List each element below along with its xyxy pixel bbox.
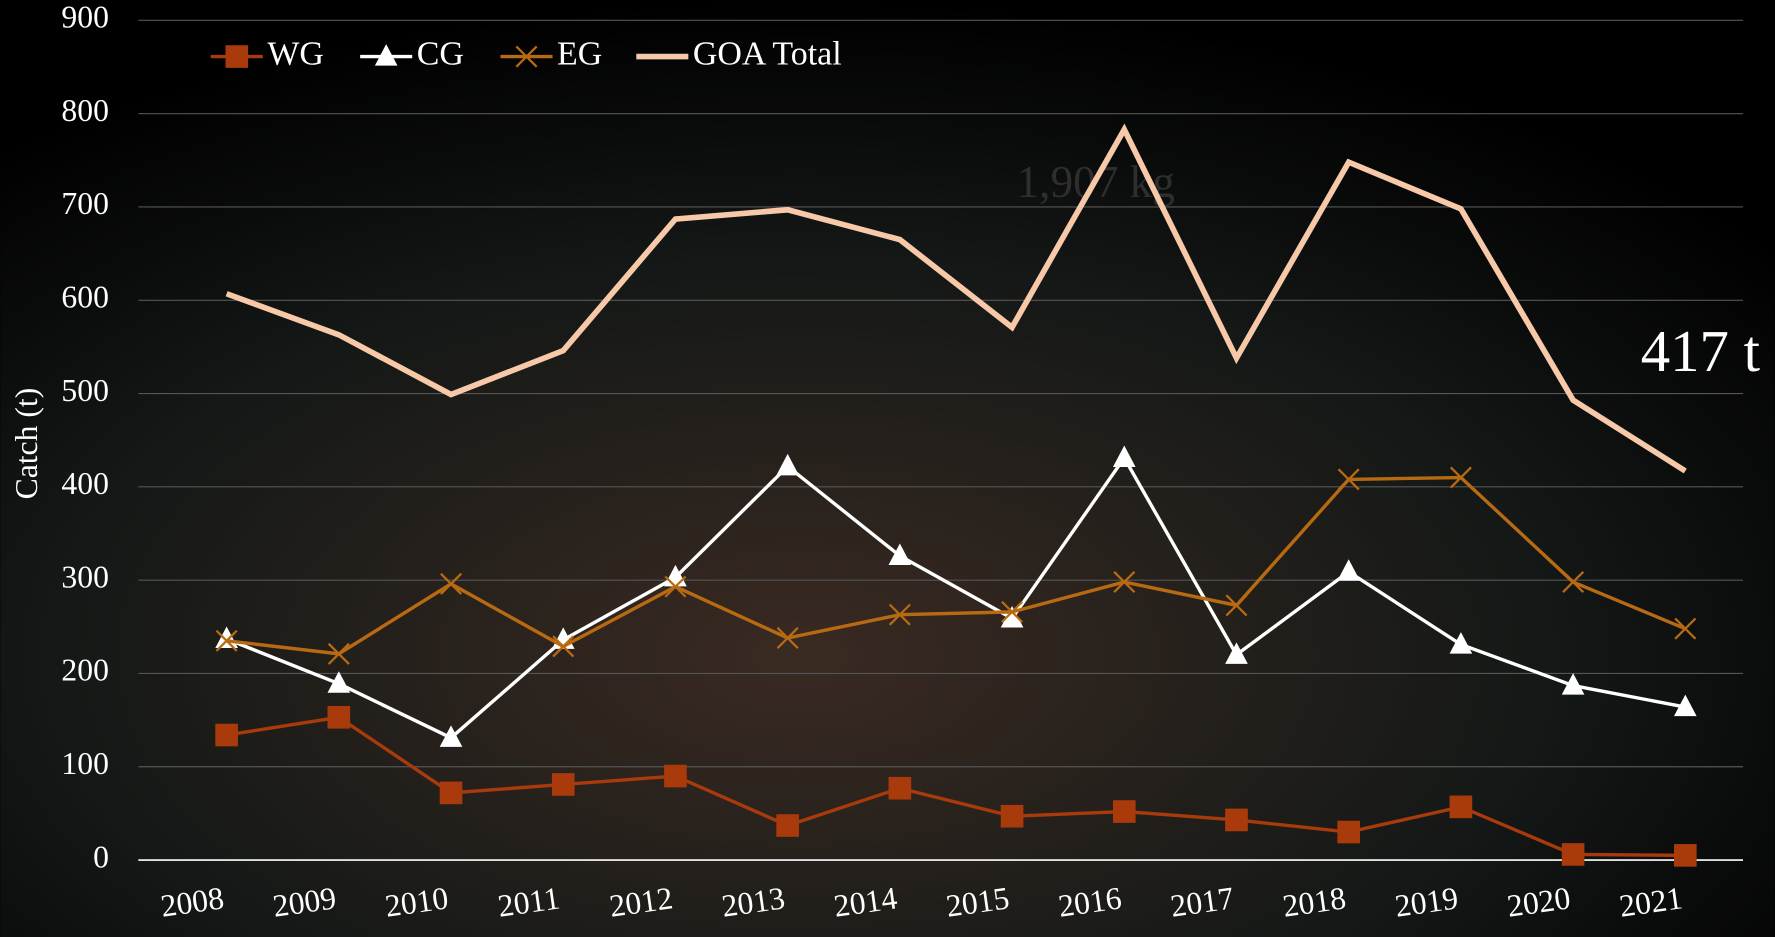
x-tick-label: 2016 xyxy=(1056,880,1124,923)
x-tick-label: 2020 xyxy=(1505,880,1573,923)
series xyxy=(215,445,1697,747)
marker xyxy=(888,543,912,565)
y-tick-label: 100 xyxy=(61,746,109,781)
marker xyxy=(1337,820,1361,844)
marker xyxy=(439,725,463,747)
x-tick-label: 2012 xyxy=(607,880,675,923)
marker xyxy=(1000,804,1024,828)
marker xyxy=(888,603,911,626)
line xyxy=(226,715,1686,858)
marker xyxy=(776,627,799,649)
x-tick-label: 2021 xyxy=(1617,880,1685,923)
marker xyxy=(327,705,351,729)
x-tick-label: 2017 xyxy=(1168,880,1236,923)
line xyxy=(225,123,1687,474)
annotation: 417 t xyxy=(1641,319,1760,384)
line xyxy=(225,454,1686,740)
marker xyxy=(215,629,238,652)
marker xyxy=(1113,571,1136,594)
y-tick-label: 800 xyxy=(61,93,109,128)
legend-marker xyxy=(374,44,398,66)
series xyxy=(215,466,1697,665)
marker xyxy=(1449,466,1472,489)
marker xyxy=(215,723,238,747)
marker xyxy=(1225,594,1248,617)
marker xyxy=(1000,605,1024,628)
marker xyxy=(439,781,463,805)
series xyxy=(215,705,1697,867)
x-tick-label: 2009 xyxy=(271,880,339,923)
marker xyxy=(664,764,687,788)
marker xyxy=(1449,632,1473,654)
marker xyxy=(1561,843,1585,866)
legend-label: EG xyxy=(557,35,602,72)
x-tick-label: 2015 xyxy=(944,880,1012,923)
marker xyxy=(776,453,799,476)
marker xyxy=(1225,808,1248,832)
marker xyxy=(1561,673,1585,695)
marker xyxy=(327,642,350,665)
marker xyxy=(1112,800,1136,823)
legend-label: GOA Total xyxy=(693,35,842,72)
marker xyxy=(1673,694,1697,717)
x-tick-label: 2019 xyxy=(1393,880,1461,923)
y-axis-label: Catch (t) xyxy=(9,388,44,500)
x-tick-label: 2018 xyxy=(1280,880,1348,923)
marker xyxy=(776,814,799,837)
legend-label: WG xyxy=(267,35,324,72)
series xyxy=(225,123,1687,474)
y-tick-label: 600 xyxy=(61,280,109,315)
marker xyxy=(888,776,912,800)
marker xyxy=(1449,795,1473,819)
legend-label: CG xyxy=(417,35,464,72)
x-tick-label: 2008 xyxy=(158,880,226,923)
x-tick-label: 2011 xyxy=(496,880,562,923)
y-tick-label: 300 xyxy=(61,559,109,594)
y-tick-label: 700 xyxy=(61,186,109,221)
marker xyxy=(1337,559,1361,581)
marker xyxy=(1112,445,1136,467)
marker xyxy=(664,575,687,598)
marker xyxy=(551,773,575,796)
marker xyxy=(552,635,575,658)
y-tick-label: 200 xyxy=(61,653,109,688)
marker xyxy=(327,671,351,693)
marker xyxy=(1337,468,1360,491)
marker xyxy=(1674,617,1697,640)
legend-marker xyxy=(515,45,538,68)
y-tick-label: 900 xyxy=(61,0,109,35)
x-tick-label: 2014 xyxy=(832,880,900,923)
line xyxy=(226,475,1686,656)
legend-marker xyxy=(225,45,249,68)
x-tick-label: 2010 xyxy=(383,880,451,923)
marker xyxy=(1001,600,1024,623)
marker xyxy=(1562,571,1585,594)
y-tick-label: 0 xyxy=(93,839,109,874)
x-tick-label: 2013 xyxy=(719,880,787,923)
y-tick-label: 400 xyxy=(61,466,109,501)
marker xyxy=(440,572,463,595)
y-tick-label: 500 xyxy=(61,373,109,408)
marker xyxy=(1673,844,1697,867)
marker xyxy=(1225,642,1248,664)
